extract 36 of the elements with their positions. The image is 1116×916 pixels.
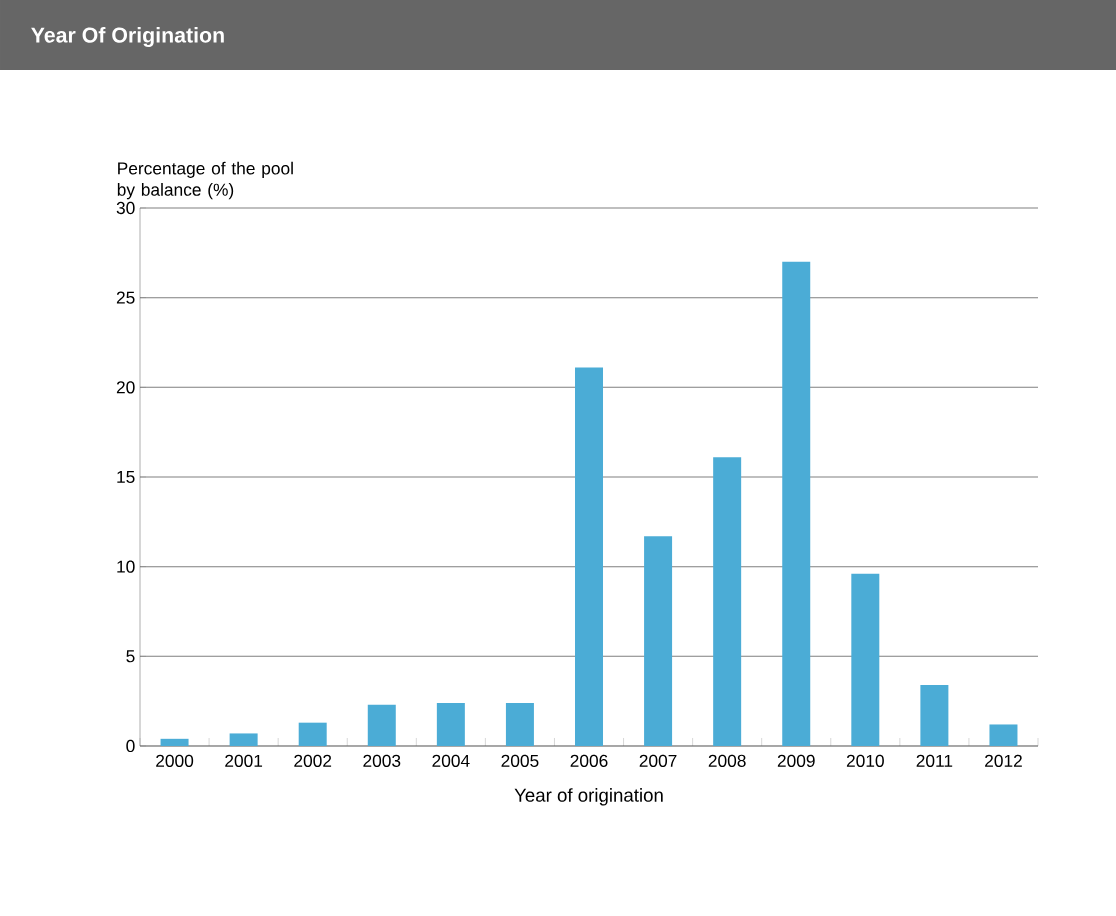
x-tick-label: 2005 [501,754,539,767]
x-tick-label: 2003 [363,754,401,767]
x-tick-label: 2011 [916,754,953,767]
bar [505,702,534,746]
bar [989,724,1018,746]
bar [851,573,880,746]
x-tick-label: 2000 [156,754,194,767]
y-tick-label: 30 [116,201,135,215]
x-axis-title: Year of origination [514,788,663,806]
bar [644,536,673,746]
x-tick-label: 2006 [570,754,608,767]
bar [575,367,604,746]
y-tick-label: 10 [117,560,135,573]
bar [298,722,327,746]
y-axis-title: Percentage of the pool by balance (%) [117,161,293,200]
x-tick-label: 2012 [985,754,1022,767]
bar [436,702,465,746]
y-tick-label: 25 [116,291,135,304]
x-tick-label: 2007 [639,754,677,767]
x-tick-label: 2009 [777,754,815,767]
chart-title: Year Of Origination [31,27,224,47]
bar [920,685,949,746]
bar [713,457,742,746]
y-tick-label: 0 [126,739,135,753]
bar [367,704,396,746]
y-tick-label: 20 [116,381,135,394]
x-tick-label: 2004 [432,754,470,767]
x-tick-label: 2008 [708,754,746,767]
bar [229,733,258,746]
y-tick-label: 5 [126,650,135,663]
x-tick-label: 2002 [294,754,332,767]
x-tick-label: 2001 [225,754,263,767]
bar [160,738,189,746]
bar [782,261,811,746]
y-tick-label: 15 [117,470,135,484]
x-tick-label: 2010 [846,754,884,767]
